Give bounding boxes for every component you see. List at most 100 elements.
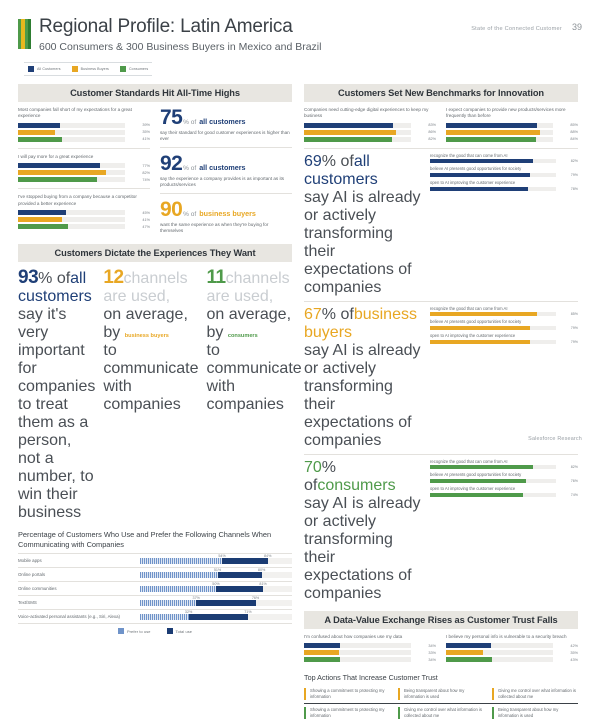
bar-row: 82% <box>430 159 578 164</box>
ai-bar-label: believe AI presents good opportunities f… <box>430 472 522 478</box>
channel-label: Online portals <box>18 572 46 578</box>
ai-bar-group: recognize the good that can come from AI… <box>430 459 578 500</box>
stat-block: 70% ofconsumers say AI is already or act… <box>304 459 422 603</box>
channel-total-value: 81% <box>259 582 267 587</box>
ai-bar-group: recognize the good that can come from AI… <box>430 153 578 194</box>
bar-row: 43% <box>446 657 578 663</box>
ai-bar-label: open to AI improving the customer experi… <box>430 333 516 338</box>
stat-number: 12 <box>103 267 124 289</box>
ai-stat-row: 67% ofbusiness buyers say AI is already … <box>304 302 578 454</box>
stat-number: 11 <box>206 267 227 289</box>
channel-row: Voice-activated personal assistants (e.g… <box>18 609 292 625</box>
stat-audience: business buyers <box>124 333 169 340</box>
bar-question: Companies need cutting-edge digital expe… <box>304 107 429 119</box>
stat-block: 92% of all customers say the experience a… <box>160 148 292 193</box>
legend-swatch-icon <box>166 628 173 635</box>
channel-label: Mobile apps <box>18 558 42 564</box>
legend-item-total-use: Total use <box>166 628 192 635</box>
bar-row: 35% <box>446 650 578 656</box>
bar-row: 84% <box>446 136 578 142</box>
stat-audience: consumers <box>317 476 396 494</box>
bar-row: 85% <box>430 312 578 317</box>
stat-unit: channels are used, <box>206 270 290 306</box>
legend-swatch-icon <box>117 628 124 635</box>
trust-action-text: Giving me control over what information … <box>498 688 576 700</box>
stat-desc-prefix: on average, by <box>103 306 188 342</box>
section-title-innovation: Customers Set New Benchmarks for Innovat… <box>304 84 578 102</box>
bar-row: 33% <box>304 650 436 656</box>
standards-bar-charts: Most companies fall short of my expectat… <box>18 102 150 238</box>
channel-prefer-value: 37% <box>192 596 200 601</box>
channel-total-value: 76% <box>251 596 260 601</box>
stat-unit: % of <box>38 270 71 288</box>
legend-item-consumers: Consumers <box>119 66 149 72</box>
bar-group: I've stopped buying from a company becau… <box>18 189 150 235</box>
bar-row: 74% <box>18 177 150 183</box>
channel-prefer-value: 50% <box>212 582 220 587</box>
stat-block: 90% of business buyers want the same expe… <box>160 194 292 239</box>
trust-action-item: Showing a commitment to protecting my in… <box>304 688 390 701</box>
stat-unit: % of <box>321 305 354 323</box>
bar-row: 82% <box>18 170 150 176</box>
trust-action-item: Being transparent about how my informati… <box>492 707 578 720</box>
bar-row: 86% <box>304 129 436 135</box>
channel-label: Online communities <box>18 586 57 592</box>
channels-chart-legend: Prefer to use Total use <box>18 628 292 635</box>
bar-row: 77% <box>18 163 150 169</box>
bar-row: 76% <box>430 479 578 483</box>
legend-label: All Customers <box>37 67 61 71</box>
bar-row: 79% <box>430 326 578 330</box>
ai-bar-label: recognize the good that can come from AI <box>430 152 508 158</box>
bar-row: 79% <box>430 173 578 177</box>
ai-bar-label: believe AI presents good opportunities f… <box>430 166 522 172</box>
channels-chart-title: Percentage of Customers Who Use and Pref… <box>18 530 272 549</box>
bar-question: I will pay more for a great experience <box>18 153 94 159</box>
trust-actions-buyers: Showing a commitment to protecting my in… <box>304 685 578 703</box>
legend-item-all-customers: All Customers <box>28 66 61 72</box>
right-column: Customers Set New Benchmarks for Innovat… <box>304 84 578 722</box>
bar-question: I'm confused about how companies use my … <box>304 633 403 639</box>
legend-label: Consumers <box>128 67 149 71</box>
bar-row: 35% <box>18 129 150 135</box>
stat-description: say AI is already or actively transformi… <box>304 188 421 296</box>
legend-swatch-icon <box>71 66 78 72</box>
stat-number: 67 <box>304 305 322 323</box>
stat-unit: channels are used, <box>103 270 188 306</box>
stat-description: say their standard for good customer exp… <box>160 130 290 142</box>
stat-audience: consumers <box>227 333 258 340</box>
channel-row: Online communities 50% 81% <box>18 581 292 595</box>
stat-description: say the experience a company provides is… <box>160 175 285 188</box>
bar-row: 42% <box>446 643 578 649</box>
legend-swatch-icon <box>119 66 126 72</box>
section-title-customers-dictate: Customers Dictate the Experiences They W… <box>18 244 292 263</box>
stat-block: 11channels are used, on average, by cons… <box>207 268 302 522</box>
ai-bar-group: recognize the good that can come from AI… <box>430 306 578 347</box>
bar-row: 78% <box>430 186 578 191</box>
report-name: State of the Connected Customer <box>471 26 562 32</box>
stat-unit: % of <box>183 164 197 172</box>
bar-group: I expect companies to provide new produc… <box>446 102 578 148</box>
chart-legend: All Customers Business Buyers Consumers <box>24 62 153 76</box>
channel-label: Text/SMS <box>18 600 37 606</box>
customer-standards-body: Most companies fall short of my expectat… <box>18 102 292 238</box>
bar-row: 34% <box>304 657 436 663</box>
stat-unit: % of <box>321 152 354 170</box>
stat-description: want the same experience as when they're… <box>160 221 269 234</box>
bar-question: Most companies fall short of my expectat… <box>18 107 132 119</box>
stat-block: 93% ofall customers say it's very import… <box>18 268 95 522</box>
bar-question: I believe my personal info is vulnerable… <box>446 633 567 639</box>
section-title-data-value-exchange: A Data-Value Exchange Rises as Customer … <box>304 610 578 629</box>
legend-item-business-buyers: Business Buyers <box>71 66 109 72</box>
bar-group: I will pay more for a great experience 7… <box>18 149 150 188</box>
trust-action-item: Giving me control over what information … <box>492 688 578 701</box>
channels-chart: Mobile apps 54% 84% Online portals 51% 8… <box>18 553 292 635</box>
trust-action-item: Showing a commitment to protecting my in… <box>304 707 390 720</box>
channel-prefer-value: 51% <box>213 568 222 573</box>
stat-block: 69% ofall customers say AI is already or… <box>304 153 422 297</box>
bar-row: 88% <box>446 129 578 135</box>
bar-question: I've stopped buying from a company becau… <box>18 194 137 206</box>
trust-actions-title: Top Actions That Increase Customer Trust <box>304 673 438 683</box>
stat-audience: all customers <box>199 162 246 172</box>
ai-bar-label: open to AI improving the customer experi… <box>430 486 516 491</box>
trust-action-item: Giving me control over what information … <box>398 707 484 720</box>
